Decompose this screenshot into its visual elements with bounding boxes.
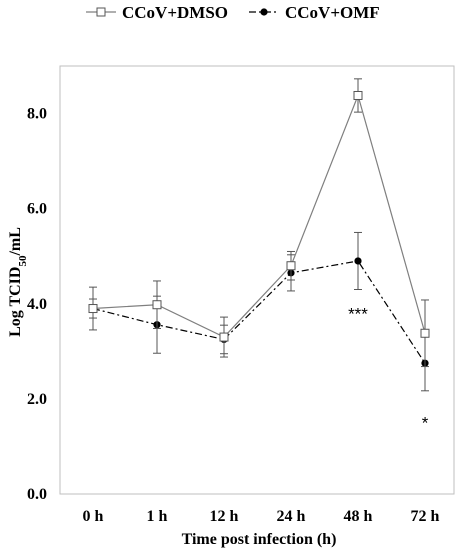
y-tick-label: 2.0 xyxy=(27,391,47,408)
data-point xyxy=(219,332,229,342)
series-layer xyxy=(88,78,430,392)
x-tick-label: 0 h xyxy=(83,508,104,525)
series-line xyxy=(92,93,426,338)
x-tick-label: 72 h xyxy=(411,508,440,525)
x-tick-label: 24 h xyxy=(277,508,306,525)
significance-marker: *** xyxy=(348,304,368,323)
legend-item-dmso: CCoV+DMSO xyxy=(86,3,228,22)
legend-label-dmso: CCoV+DMSO xyxy=(122,3,228,22)
y-tick-label: 6.0 xyxy=(27,201,47,218)
legend-marker-dmso xyxy=(96,7,106,17)
data-point xyxy=(286,261,296,271)
y-tick-label: 8.0 xyxy=(27,106,47,123)
x-tick-label: 48 h xyxy=(344,508,373,525)
x-tick-labels: 0 h 1 h 12 h 24 h 48 h 72 h xyxy=(83,508,440,525)
y-tick-label: 4.0 xyxy=(27,296,47,313)
significance-marker: * xyxy=(422,414,429,433)
series-omf xyxy=(89,231,429,392)
x-tick-label: 12 h xyxy=(210,508,239,525)
data-point xyxy=(354,257,362,265)
significance-annotations: **** xyxy=(348,304,429,432)
plot-area xyxy=(59,65,455,495)
data-point xyxy=(353,90,363,100)
data-point xyxy=(152,300,162,310)
legend: CCoV+DMSO CCoV+OMF xyxy=(86,3,380,22)
legend-label-omf: CCoV+OMF xyxy=(285,3,380,22)
legend-item-omf: CCoV+OMF xyxy=(249,3,380,22)
data-point xyxy=(88,304,98,314)
y-tick-label: 0.0 xyxy=(27,486,47,503)
y-axis-title: Log TCID50/mL xyxy=(7,227,29,337)
x-tick-label: 1 h xyxy=(147,508,168,525)
y-tick-labels: 0.0 2.0 4.0 6.0 8.0 xyxy=(27,106,47,503)
series-line xyxy=(92,260,426,364)
x-axis-title: Time post infection (h) xyxy=(182,531,337,548)
legend-marker-omf xyxy=(260,8,268,16)
data-point xyxy=(420,328,430,338)
series-dmso xyxy=(88,78,430,368)
